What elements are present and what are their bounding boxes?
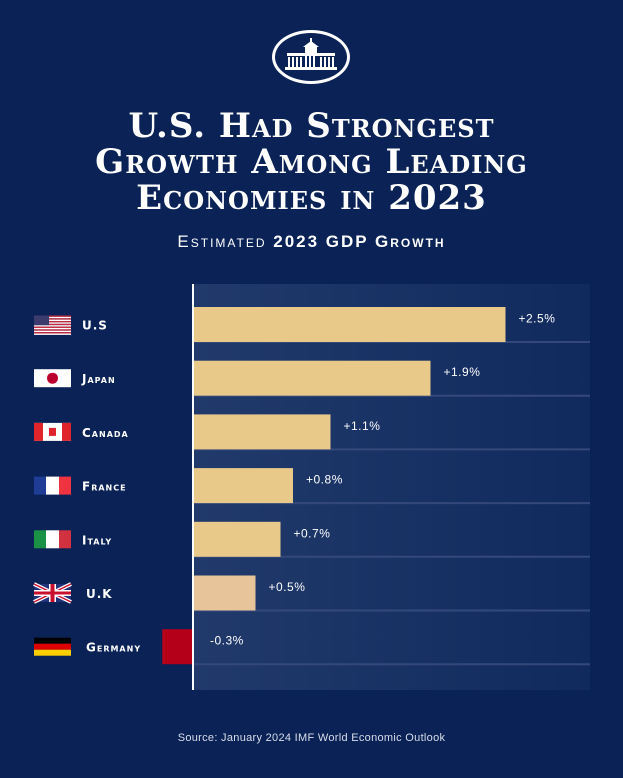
- canada-flag: [34, 422, 71, 441]
- category-label: Germany: [86, 641, 141, 655]
- bar: [193, 414, 331, 450]
- data-label: +0.5%: [269, 580, 306, 594]
- bar: [162, 629, 193, 665]
- subtitle-bold: 2023 GDP Growth: [273, 232, 446, 251]
- bar: [193, 307, 506, 342]
- us-flag: [34, 315, 71, 335]
- category-label: Japan: [81, 372, 116, 386]
- japan-flag: [34, 369, 71, 388]
- data-label: +1.1%: [344, 419, 381, 433]
- bar: [193, 575, 256, 611]
- data-label: -0.3%: [210, 634, 244, 648]
- data-label: +2.5%: [519, 312, 556, 326]
- category-label: Italy: [82, 533, 112, 547]
- category-label: Canada: [82, 426, 129, 440]
- data-label: +1.9%: [444, 365, 481, 379]
- zero-axis: [192, 284, 194, 690]
- germany-flag: [34, 637, 71, 656]
- source-note: Source: January 2024 IMF World Economic …: [177, 732, 446, 744]
- category-label: France: [82, 480, 127, 494]
- data-label: +0.8%: [306, 473, 343, 487]
- title-line: Economies in 2023: [136, 178, 487, 218]
- data-label: +0.7%: [294, 526, 331, 540]
- title-line: Growth Among Leading: [95, 142, 528, 182]
- category-label: U.S: [82, 319, 108, 333]
- subtitle-prefix: Estimated: [177, 232, 267, 251]
- subtitle: Estimated 2023 GDP Growth: [0, 232, 623, 252]
- uk-flag: [33, 582, 72, 604]
- bar: [193, 521, 281, 557]
- page-title: U.S. Had Strongest Growth Among Leading …: [0, 108, 623, 216]
- white-house-logo: [272, 30, 350, 84]
- bar: [193, 360, 431, 396]
- italy-flag: [34, 530, 71, 549]
- category-label: U.K: [86, 587, 113, 601]
- france-flag: [34, 476, 71, 495]
- title-line: U.S. Had Strongest: [128, 106, 495, 146]
- bar: [193, 468, 293, 504]
